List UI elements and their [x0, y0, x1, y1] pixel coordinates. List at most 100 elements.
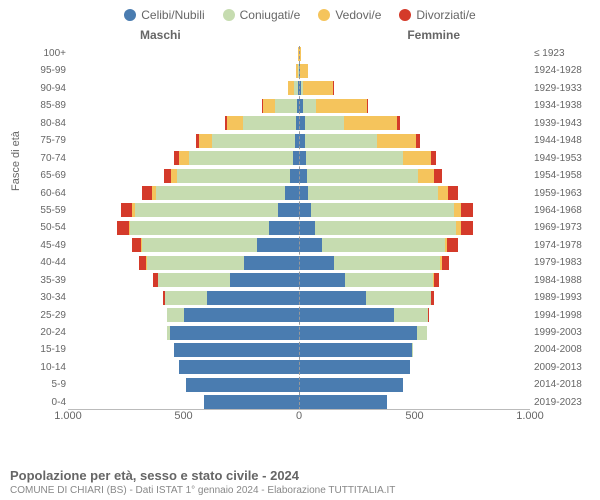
bar-segment — [447, 238, 457, 252]
bar-segment — [167, 308, 183, 322]
bar-segment — [230, 273, 299, 287]
bar-segment — [403, 151, 431, 165]
age-label: 95-99 — [36, 65, 66, 76]
age-label: 15-19 — [36, 344, 66, 355]
female-bar — [299, 203, 530, 217]
bar-segment — [334, 256, 440, 270]
bar-segment — [299, 169, 307, 183]
legend-label: Divorziati/e — [416, 8, 475, 22]
y-axis-title-left: Fasce di età — [10, 131, 22, 191]
bar-segment — [428, 308, 429, 322]
age-label: 80-84 — [36, 118, 66, 129]
bar-segment — [417, 326, 427, 340]
age-label: 30-34 — [36, 292, 66, 303]
bar-segment — [174, 343, 299, 357]
bar-segment — [207, 291, 299, 305]
birth-years-label: 1959-1963 — [534, 188, 598, 199]
birth-years-label: 1969-1973 — [534, 222, 598, 233]
bar-segment — [158, 273, 230, 287]
bar-segment — [156, 186, 285, 200]
bar-segment — [299, 395, 387, 409]
bar-segment — [345, 273, 433, 287]
female-bar — [299, 360, 530, 374]
bar-segment — [461, 203, 474, 217]
male-bar — [68, 360, 299, 374]
center-axis-line — [299, 46, 300, 410]
birth-years-label: 1924-1928 — [534, 65, 598, 76]
male-bar — [68, 326, 299, 340]
male-bar — [68, 238, 299, 252]
legend-swatch — [223, 9, 235, 21]
age-label: 45-49 — [36, 240, 66, 251]
bar-segment — [299, 273, 345, 287]
female-bar — [299, 291, 530, 305]
bar-segment — [322, 238, 444, 252]
birth-years-label: 1944-1948 — [534, 135, 598, 146]
birth-years-label: 1949-1953 — [534, 153, 598, 164]
birth-years-label: 1989-1993 — [534, 292, 598, 303]
bar-segment — [299, 326, 417, 340]
chart-subtitle: COMUNE DI CHIARI (BS) - Dati ISTAT 1° ge… — [10, 485, 395, 496]
bar-segment — [315, 221, 456, 235]
legend-item: Vedovi/e — [318, 8, 381, 22]
bar-segment — [394, 308, 429, 322]
female-bar — [299, 238, 530, 252]
bar-segment — [244, 256, 299, 270]
male-bar — [68, 99, 299, 113]
bar-segment — [299, 360, 410, 374]
male-bar — [68, 203, 299, 217]
birth-years-label: 1984-1988 — [534, 275, 598, 286]
bar-segment — [397, 116, 400, 130]
bar-segment — [311, 203, 454, 217]
bar-segment — [299, 238, 322, 252]
bar-segment — [303, 99, 316, 113]
male-bar — [68, 291, 299, 305]
birth-years-label: 1939-1943 — [534, 118, 598, 129]
bar-segment — [305, 134, 377, 148]
bar-segment — [367, 99, 368, 113]
birth-years-label: 2009-2013 — [534, 362, 598, 373]
bar-segment — [306, 151, 403, 165]
birth-years-label: 2004-2008 — [534, 344, 598, 355]
age-label: 20-24 — [36, 327, 66, 338]
age-label: 35-39 — [36, 275, 66, 286]
legend-swatch — [399, 9, 411, 21]
bar-segment — [434, 273, 439, 287]
female-bar — [299, 395, 530, 409]
male-bar — [68, 308, 299, 322]
x-axis-tick: 500 — [174, 410, 192, 422]
chart-footer: Popolazione per età, sesso e stato civil… — [10, 468, 395, 496]
male-bar — [68, 47, 299, 61]
age-label: 40-44 — [36, 257, 66, 268]
bar-segment — [299, 203, 311, 217]
female-bar — [299, 47, 530, 61]
age-label: 90-94 — [36, 83, 66, 94]
birth-years-label: 1999-2003 — [534, 327, 598, 338]
x-axis-tick: 1.000 — [54, 410, 82, 422]
bar-segment — [177, 169, 290, 183]
female-header: Femmine — [407, 28, 460, 42]
birth-years-label: 1979-1983 — [534, 257, 598, 268]
bar-segment — [418, 169, 434, 183]
male-bar — [68, 64, 299, 78]
age-label: 60-64 — [36, 188, 66, 199]
bar-segment — [204, 395, 299, 409]
bar-segment — [275, 99, 297, 113]
female-bar — [299, 186, 530, 200]
female-bar — [299, 256, 530, 270]
female-bar — [299, 326, 530, 340]
age-label: 75-79 — [36, 135, 66, 146]
bar-segment — [290, 169, 299, 183]
male-bar — [68, 169, 299, 183]
legend-swatch — [124, 9, 136, 21]
bar-segment — [299, 151, 306, 165]
x-axis: 1.00050005001.000 — [68, 410, 530, 426]
female-bar — [299, 116, 530, 130]
chart-title: Popolazione per età, sesso e stato civil… — [10, 468, 395, 483]
bar-segment — [438, 186, 448, 200]
bar-segment — [377, 134, 416, 148]
birth-years-label: 2019-2023 — [534, 397, 598, 408]
bar-segment — [299, 256, 334, 270]
female-bar — [299, 221, 530, 235]
male-header: Maschi — [140, 28, 181, 42]
